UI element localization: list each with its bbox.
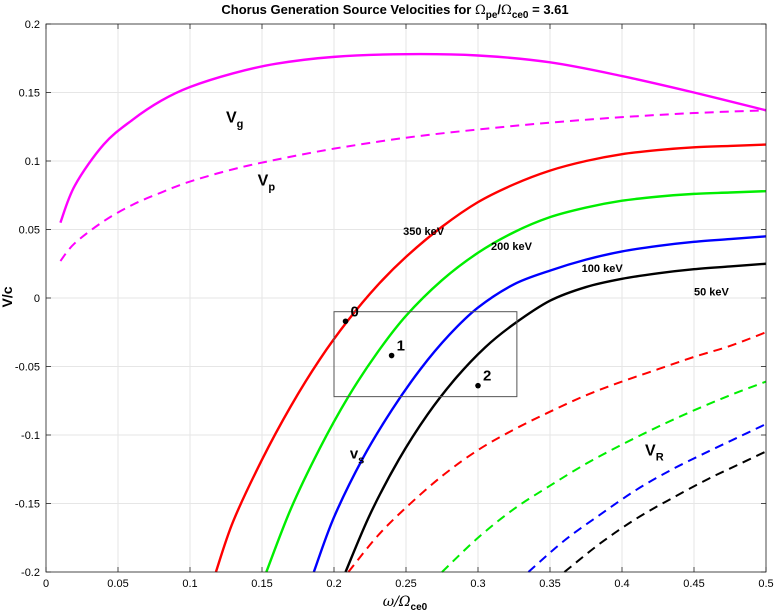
x-tick-label: 0 bbox=[43, 578, 49, 590]
y-axis-label: V/c bbox=[0, 286, 15, 307]
chart-title: Chorus Generation Source Velocities for … bbox=[221, 2, 568, 21]
x-tick-label: 0.15 bbox=[251, 578, 272, 590]
point-marker-2 bbox=[475, 382, 481, 389]
annotation-1: Vp bbox=[258, 173, 276, 194]
x-tick-label: 0.45 bbox=[683, 578, 704, 590]
series-line-9 bbox=[563, 450, 767, 573]
y-tick-label: -0.05 bbox=[15, 362, 40, 374]
source-region-box bbox=[333, 311, 518, 398]
point-label-2: 2 bbox=[483, 368, 491, 385]
y-tick-label: 0 bbox=[34, 293, 40, 305]
x-tick-label: 0.05 bbox=[107, 578, 128, 590]
y-tick-label: -0.1 bbox=[21, 430, 40, 442]
x-tick-label: 0.2 bbox=[326, 578, 341, 590]
x-axis-label: ω/Ωce0 bbox=[383, 594, 428, 612]
x-tick-label: 0.1 bbox=[182, 578, 197, 590]
point-marker-0 bbox=[342, 318, 349, 325]
x-tick-label: 0.25 bbox=[395, 578, 416, 590]
point-marker-1 bbox=[388, 352, 395, 359]
series-line-5 bbox=[344, 262, 767, 573]
series-line-6 bbox=[347, 331, 767, 573]
annotation-7: VR bbox=[645, 443, 664, 464]
point-label-0: 0 bbox=[351, 303, 359, 320]
annotation-2: 350 keV bbox=[403, 226, 445, 238]
x-tick-label: 0.5 bbox=[758, 578, 773, 590]
series-group bbox=[59, 52, 767, 573]
y-tick-label: 0.15 bbox=[19, 88, 40, 100]
y-tick-label: -0.2 bbox=[21, 567, 40, 579]
x-tick-label: 0.3 bbox=[470, 578, 485, 590]
annotation-0: Vg bbox=[226, 110, 243, 131]
annotation-5: 50 keV bbox=[694, 286, 730, 298]
y-tick-label: -0.15 bbox=[15, 499, 40, 511]
series-line-7 bbox=[441, 380, 767, 573]
y-tick-label: 0.2 bbox=[25, 19, 40, 31]
series-line-2 bbox=[214, 143, 767, 573]
series-line-3 bbox=[265, 189, 767, 573]
annotation-4: 100 keV bbox=[582, 263, 624, 275]
series-line-0 bbox=[59, 52, 767, 224]
y-tick-label: 0.1 bbox=[25, 156, 40, 168]
series-line-4 bbox=[312, 235, 767, 573]
point-label-1: 1 bbox=[397, 338, 405, 355]
series-line-1 bbox=[59, 109, 767, 262]
x-tick-label: 0.35 bbox=[539, 578, 560, 590]
x-tick-label: 0.4 bbox=[614, 578, 629, 590]
annotation-3: 200 keV bbox=[491, 241, 533, 253]
annotation-6: vs bbox=[350, 445, 364, 466]
y-tick-label: 0.05 bbox=[19, 225, 40, 237]
series-line-8 bbox=[527, 423, 767, 573]
